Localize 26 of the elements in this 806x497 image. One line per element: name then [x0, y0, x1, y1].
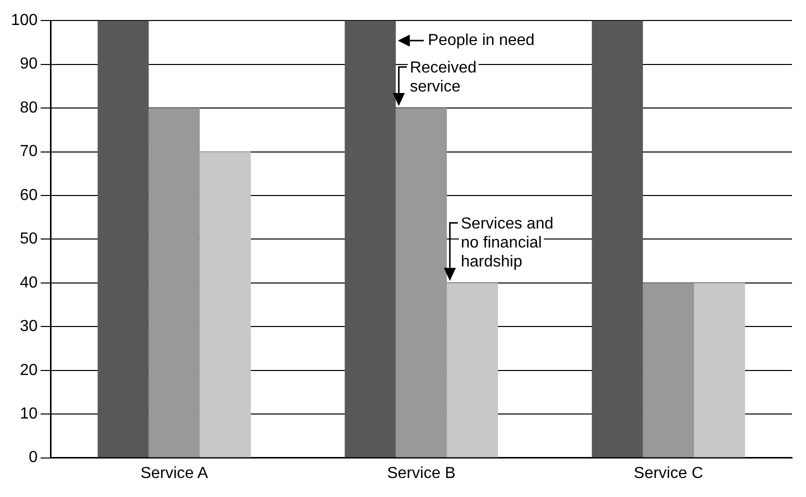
y-tick-label: 40: [20, 274, 38, 292]
y-tick-label: 20: [20, 362, 38, 379]
bar: [446, 282, 498, 458]
bar: [642, 282, 694, 458]
bar: [98, 20, 149, 458]
y-tick-label: 0: [28, 449, 38, 466]
y-tick-label: 80: [20, 99, 38, 116]
bar: [592, 20, 643, 458]
series-label: Received service: [410, 59, 477, 96]
y-tick-label: 30: [20, 318, 38, 336]
y-tick-label: 70: [20, 143, 38, 160]
x-tick-label: Service A: [140, 464, 208, 482]
bar: [396, 108, 447, 458]
series-label: People in need: [428, 32, 535, 50]
y-tick-label: 10: [20, 405, 38, 422]
x-tick-label: Service C: [634, 464, 704, 482]
y-tick-label: 60: [20, 186, 38, 204]
series-label: Services and no financial hardship: [460, 215, 554, 270]
bar: [344, 20, 396, 458]
y-tick-label: 50: [20, 230, 38, 248]
y-tick-label: 90: [20, 56, 38, 73]
bar: [148, 108, 200, 458]
bar: [694, 282, 746, 458]
bar: [200, 152, 251, 458]
y-tick-label: 100: [10, 12, 38, 30]
x-tick-label: Service B: [387, 464, 456, 482]
